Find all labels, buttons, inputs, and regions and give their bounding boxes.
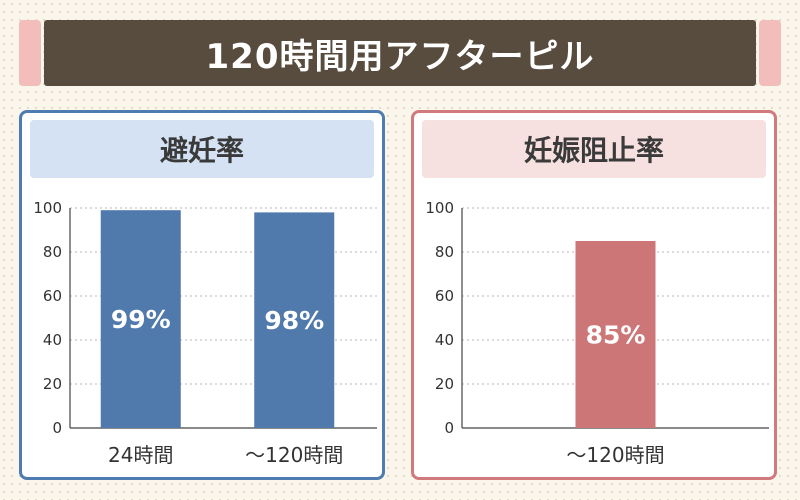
x-category-label: 24時間 — [108, 443, 173, 467]
y-tick-label: 20 — [43, 375, 62, 393]
y-tick-label: 0 — [52, 419, 62, 437]
pregnancy-prevention-chart: 0 20 40 60 80 100 85% ～120時間 — [425, 199, 769, 467]
y-tick-label: 40 — [43, 331, 62, 349]
y-tick-label: 80 — [435, 243, 454, 261]
x-category-label: ～120時間 — [245, 443, 343, 467]
pregnancy-prevention-panel: 妊娠阻止率 0 20 40 60 80 100 85% ～120時間 — [411, 110, 777, 480]
y-tick-label: 100 — [33, 199, 62, 217]
y-tick-label: 60 — [43, 287, 62, 305]
bar-value-label: 99% — [111, 305, 171, 334]
page-title: 120時間用アフターピル — [44, 20, 756, 86]
bar-value-label: 85% — [586, 321, 646, 350]
contraception-rate-header: 避妊率 — [30, 120, 374, 178]
x-category-label: ～120時間 — [566, 443, 664, 467]
bar-0-0 — [100, 210, 181, 428]
y-tick-label: 0 — [444, 419, 454, 437]
bar-1-0 — [575, 241, 656, 428]
banner-accent-right — [759, 20, 781, 86]
y-tick-label: 60 — [435, 287, 454, 305]
y-tick-label: 40 — [435, 331, 454, 349]
bar-value-label: 98% — [264, 306, 324, 335]
y-tick-label: 80 — [43, 243, 62, 261]
banner-accent-left — [19, 20, 41, 86]
y-tick-label: 20 — [435, 375, 454, 393]
contraception-rate-chart: 0 20 40 60 80 100 99% 24時間 98% ～120時間 — [33, 199, 377, 467]
pregnancy-prevention-header: 妊娠阻止率 — [422, 120, 766, 178]
y-tick-label: 100 — [425, 199, 454, 217]
bar-0-1 — [254, 212, 335, 428]
contraception-rate-panel: 避妊率 0 20 40 60 80 100 99% 24時間 98% ～120時間 — [19, 110, 385, 480]
